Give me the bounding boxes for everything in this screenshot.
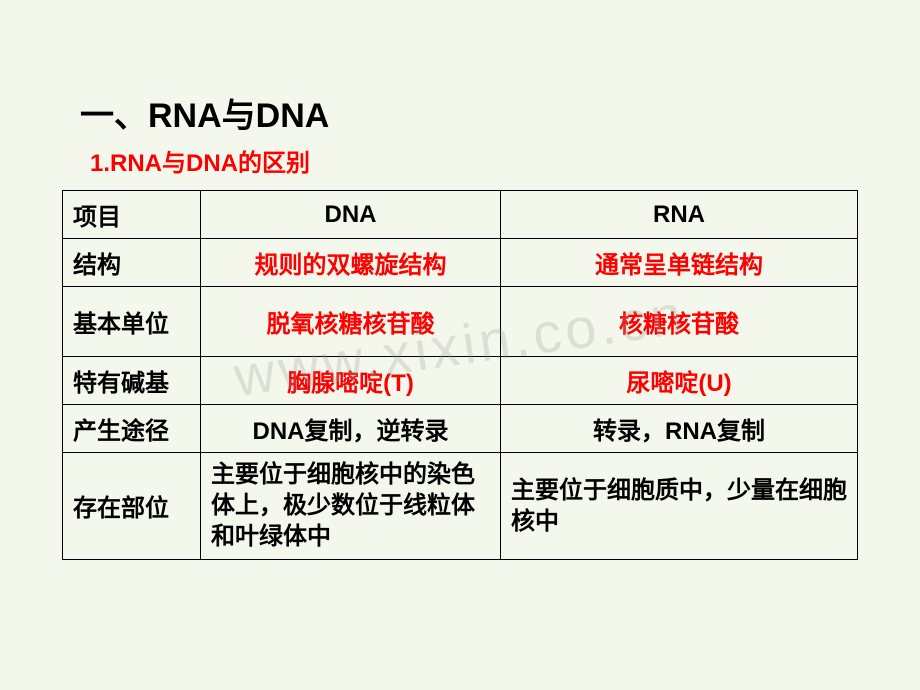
comparison-table: 项目 DNA RNA 结构 规则的双螺旋结构 通常呈单链结构 基本单位 脱氧核糖… (62, 190, 858, 560)
table-row: 特有碱基 胸腺嘧啶(T) 尿嘧啶(U) (63, 357, 858, 405)
table-row: 基本单位 脱氧核糖核苷酸 核糖核苷酸 (63, 287, 858, 357)
cell-rna: 尿嘧啶(U) (501, 357, 858, 405)
header-item: 项目 (63, 191, 201, 239)
sub-heading: 1.RNA与DNA的区别 (90, 143, 858, 178)
cell-rna: 主要位于细胞质中，少量在细胞核中 (501, 453, 858, 560)
table-header-row: 项目 DNA RNA (63, 191, 858, 239)
table-row: 产生途径 DNA复制，逆转录 转录，RNA复制 (63, 405, 858, 453)
header-rna: RNA (501, 191, 858, 239)
cell-rna: 核糖核苷酸 (501, 287, 858, 357)
cell-dna: 主要位于细胞核中的染色体上，极少数位于线粒体和叶绿体中 (201, 453, 501, 560)
cell-dna: 胸腺嘧啶(T) (201, 357, 501, 405)
header-dna: DNA (201, 191, 501, 239)
row-label: 特有碱基 (63, 357, 201, 405)
table-row: 结构 规则的双螺旋结构 通常呈单链结构 (63, 239, 858, 287)
row-label: 产生途径 (63, 405, 201, 453)
cell-rna: 通常呈单链结构 (501, 239, 858, 287)
section-heading: 一、RNA与DNA (80, 88, 858, 137)
cell-rna: 转录，RNA复制 (501, 405, 858, 453)
row-label: 存在部位 (63, 453, 201, 560)
slide-content: 一、RNA与DNA 1.RNA与DNA的区别 项目 DNA RNA 结构 规则的… (0, 0, 920, 560)
row-label: 基本单位 (63, 287, 201, 357)
cell-dna: 脱氧核糖核苷酸 (201, 287, 501, 357)
row-label: 结构 (63, 239, 201, 287)
cell-dna: 规则的双螺旋结构 (201, 239, 501, 287)
table-row: 存在部位 主要位于细胞核中的染色体上，极少数位于线粒体和叶绿体中 主要位于细胞质… (63, 453, 858, 560)
cell-dna: DNA复制，逆转录 (201, 405, 501, 453)
